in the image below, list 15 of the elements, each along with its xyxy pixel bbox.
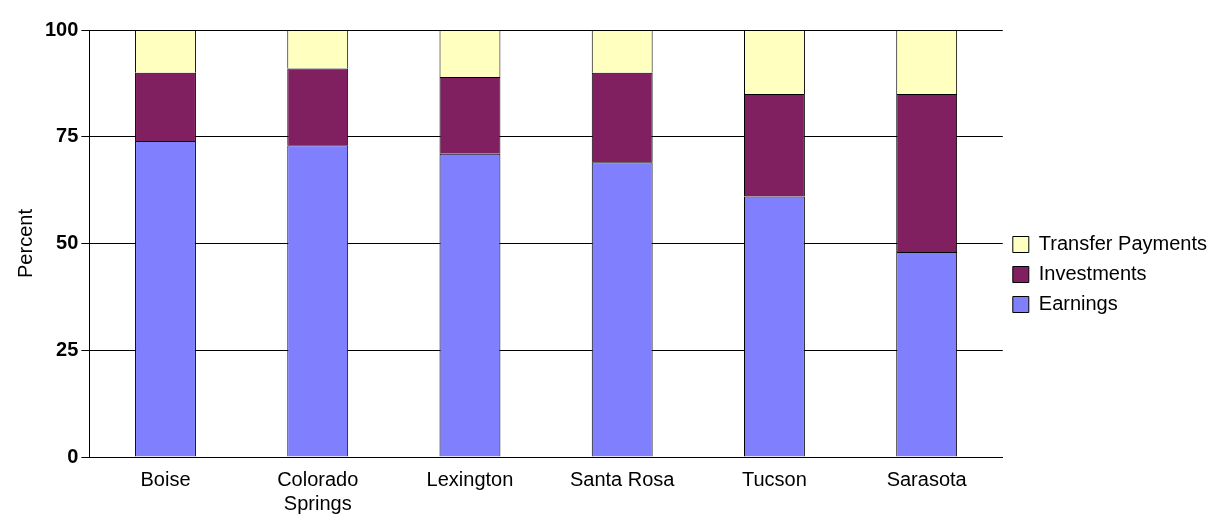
legend-label: Earnings bbox=[1038, 292, 1118, 315]
x-tick-label: Tucson bbox=[742, 467, 807, 490]
x-tick-label: Santa Rosa bbox=[569, 467, 676, 490]
x-tick-label: Lexington bbox=[426, 467, 514, 490]
x-tick-label: Boise bbox=[140, 467, 191, 490]
y-tick-label: 50 bbox=[56, 231, 79, 254]
y-tick-label: 100 bbox=[44, 17, 79, 40]
y-tick-label: 25 bbox=[56, 337, 79, 360]
y-tick-label: 0 bbox=[67, 444, 79, 467]
legend-label: Investments bbox=[1038, 262, 1147, 285]
y-tick-label: 75 bbox=[56, 124, 79, 147]
y-axis-title: Percent bbox=[13, 208, 36, 278]
x-tick-label: Sarasota bbox=[886, 467, 968, 490]
x-tick-label: Colorado Springs bbox=[277, 467, 359, 514]
legend-label: Transfer Payments bbox=[1038, 232, 1207, 255]
